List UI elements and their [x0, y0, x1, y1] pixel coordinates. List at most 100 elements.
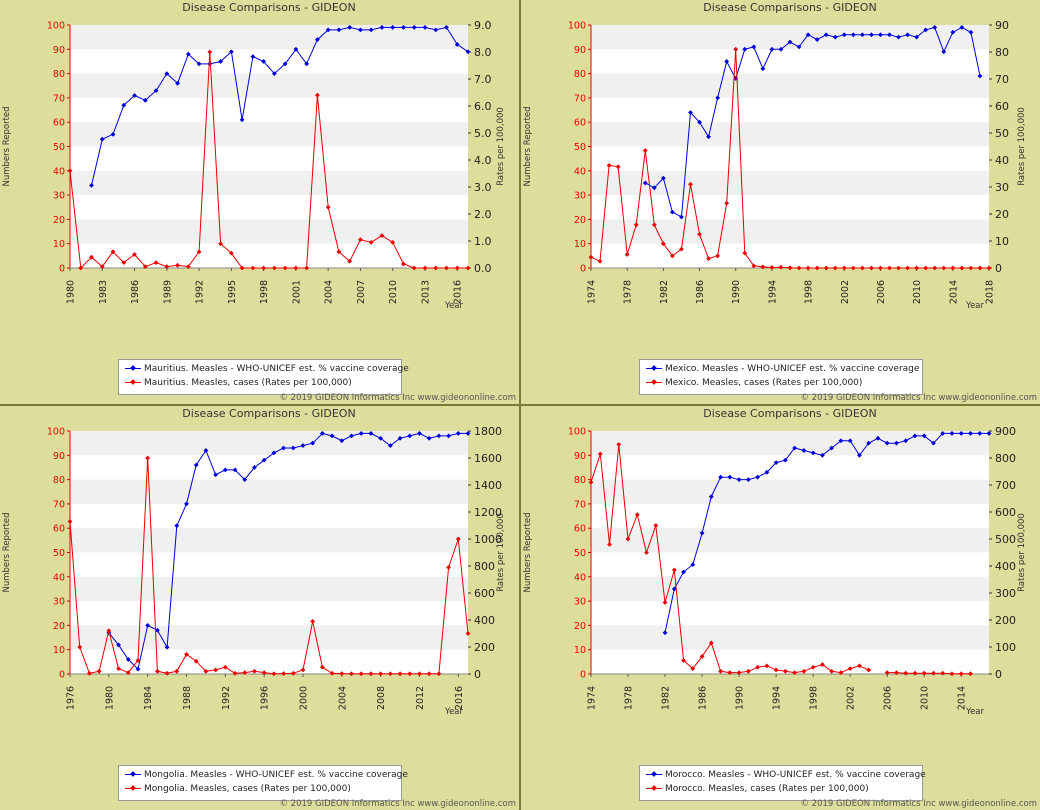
- x-tick-label: 1982: [659, 280, 670, 304]
- data-point: [121, 260, 127, 265]
- data-point: [203, 668, 209, 674]
- data-point: [310, 440, 316, 446]
- y-left-tick-label: 30: [574, 191, 586, 202]
- data-point: [884, 670, 890, 676]
- copyright-footer: © 2019 GIDEON Informatics Inc www.gideon…: [279, 393, 516, 403]
- coverage-series: [106, 431, 471, 672]
- y-left-tick-label: 0: [580, 670, 586, 681]
- data-point: [690, 666, 696, 671]
- x-tick-label: 1978: [623, 280, 634, 304]
- y-right-tick-label: 1.0: [474, 235, 492, 248]
- data-point: [755, 474, 761, 480]
- data-point: [670, 209, 675, 215]
- y-left-tick-label: 60: [53, 524, 65, 535]
- y-left-tick-label: 80: [574, 475, 586, 486]
- data-point: [921, 433, 927, 439]
- data-point: [184, 501, 189, 507]
- y-left-axis-label: Numbers Reported: [2, 106, 12, 186]
- x-tick-label: 1998: [809, 686, 820, 710]
- data-point: [329, 670, 335, 676]
- y-left-tick-label: 10: [574, 645, 586, 656]
- data-point: [755, 664, 761, 670]
- data-point: [941, 49, 947, 55]
- data-point: [218, 59, 223, 64]
- y-left-tick-label: 80: [574, 69, 586, 80]
- coverage-series: [662, 431, 992, 636]
- y-right-tick-label: 7.0: [474, 73, 492, 86]
- data-point: [671, 567, 677, 573]
- y-right-tick-label: 0: [995, 668, 1002, 681]
- y-right-tick-label: 1600: [474, 452, 502, 465]
- data-point: [690, 562, 696, 568]
- data-point: [745, 668, 751, 674]
- x-tick-label: 1990: [735, 686, 746, 710]
- data-point: [378, 435, 384, 441]
- y-right-tick-label: 5.0: [474, 127, 492, 140]
- x-axis-label: Year: [965, 301, 985, 311]
- x-tick-label: 1994: [772, 686, 783, 710]
- y-left-tick-label: 20: [574, 215, 586, 226]
- x-tick-label: 1998: [259, 280, 270, 304]
- data-point: [407, 671, 413, 677]
- data-point: [736, 670, 742, 676]
- data-point: [300, 667, 306, 673]
- data-point: [887, 32, 892, 38]
- data-point: [336, 27, 342, 33]
- data-point: [633, 222, 639, 228]
- y-right-axis-label: Rates per 100,000: [1017, 107, 1027, 186]
- data-point: [847, 438, 853, 444]
- y-left-tick-label: 100: [568, 427, 586, 438]
- data-point: [931, 670, 936, 676]
- series-line: [69, 51, 468, 270]
- data-point: [699, 530, 705, 536]
- x-tick-label: 1984: [143, 686, 154, 710]
- legend-marker-icon: [125, 365, 141, 372]
- data-point: [422, 25, 428, 30]
- data-point: [99, 136, 105, 142]
- data-point: [597, 258, 603, 264]
- data-point: [727, 670, 733, 676]
- data-point: [271, 671, 277, 677]
- y-right-tick-label: 400: [474, 614, 495, 627]
- data-point: [433, 27, 439, 33]
- x-tick-label: 1974: [587, 280, 598, 304]
- coverage-series: [642, 25, 983, 220]
- data-point: [407, 433, 413, 439]
- data-point: [810, 664, 816, 670]
- data-point: [688, 110, 693, 115]
- data-point: [465, 631, 471, 636]
- data-point: [228, 250, 234, 256]
- data-point: [142, 97, 148, 103]
- chart-legend: Morocco. Measles - WHO-UNICEF est. % vac…: [639, 765, 926, 801]
- data-point: [196, 249, 202, 255]
- chart-title: Disease Comparisons - GIDEON: [703, 1, 876, 14]
- data-point: [708, 640, 714, 646]
- chart-title: Disease Comparisons - GIDEON: [182, 1, 355, 14]
- data-point: [411, 265, 417, 271]
- data-point: [745, 477, 751, 482]
- data-point: [814, 265, 820, 271]
- y-left-tick-label: 60: [574, 524, 586, 535]
- y-right-tick-label: 3.0: [474, 181, 492, 194]
- data-point: [261, 265, 267, 271]
- y-left-axis-label: Numbers Reported: [523, 512, 533, 592]
- data-point: [132, 252, 137, 257]
- data-point: [387, 671, 393, 677]
- data-point: [379, 25, 385, 30]
- data-point: [931, 440, 936, 446]
- data-point: [358, 27, 363, 33]
- x-tick-label: 1994: [767, 280, 778, 304]
- x-tick-label: 2012: [415, 686, 426, 710]
- y-left-tick-label: 90: [53, 45, 65, 56]
- data-point: [290, 445, 296, 451]
- data-point: [662, 630, 668, 636]
- chart-panel-mauritius: Disease Comparisons - GIDEON 0 10 20 30 40 50 6…: [0, 0, 519, 404]
- y-right-tick-label: 900: [995, 425, 1016, 438]
- y-right-tick-label: 1200: [474, 506, 502, 519]
- x-tick-label: 2004: [337, 686, 348, 710]
- data-point: [426, 435, 432, 441]
- y-left-tick-label: 30: [53, 597, 65, 608]
- data-point: [588, 254, 594, 260]
- data-point: [261, 457, 267, 463]
- data-point: [634, 512, 640, 518]
